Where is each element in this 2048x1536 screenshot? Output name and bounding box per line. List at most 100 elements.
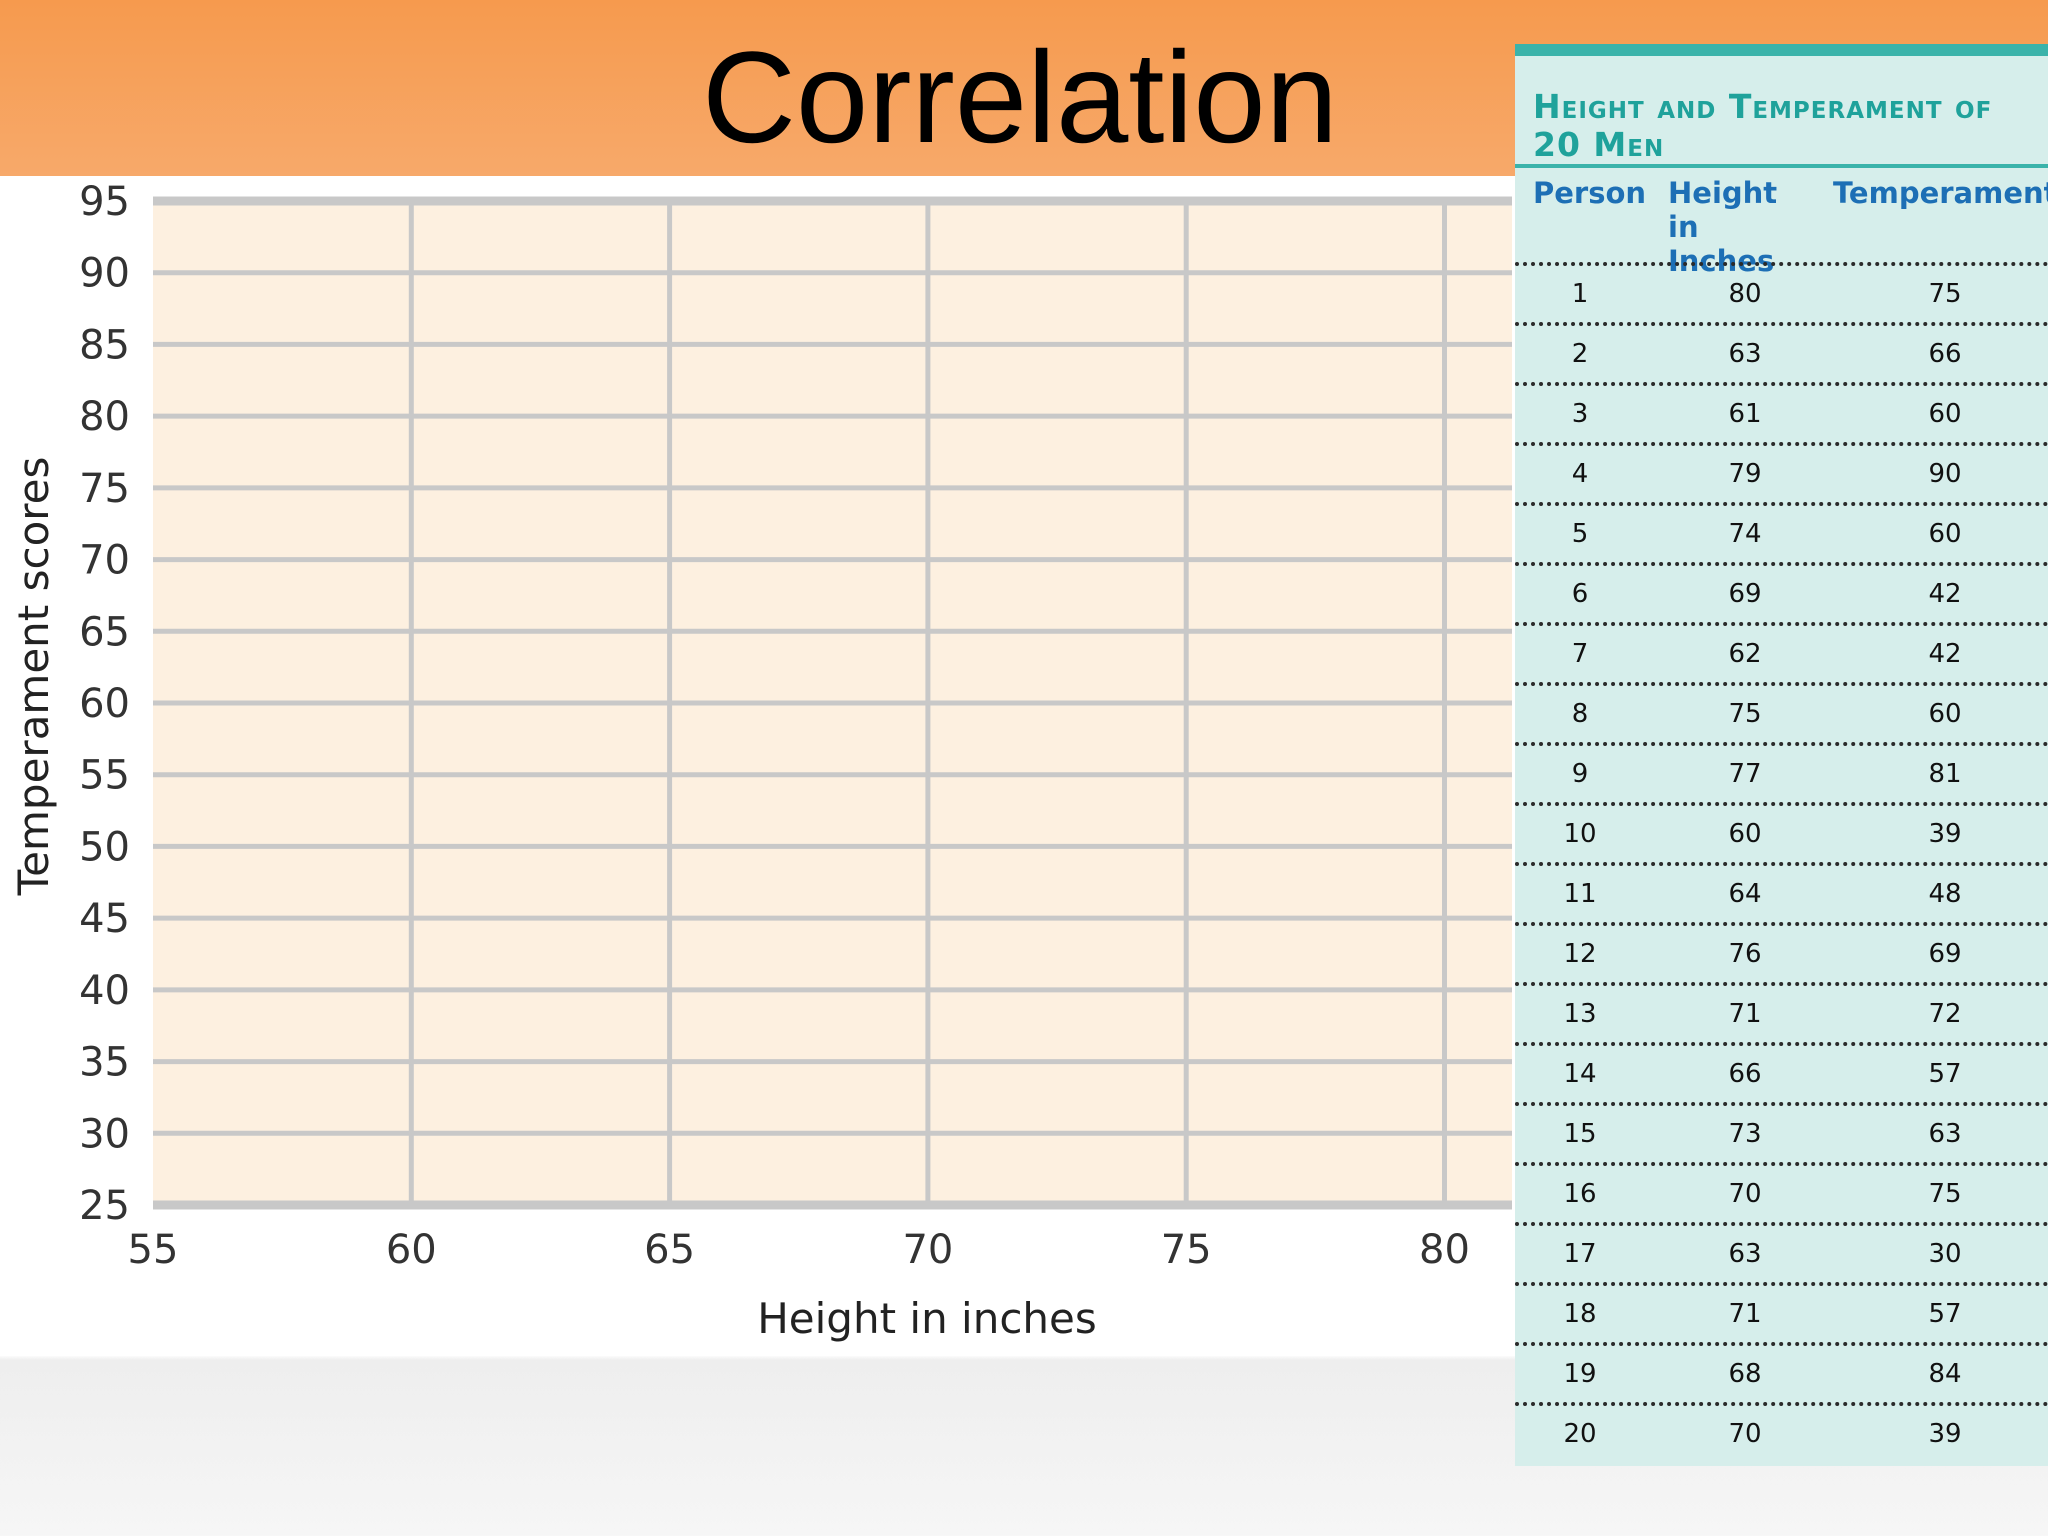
table-row: 6 69 42 — [1515, 562, 2048, 622]
cell-person: 19 — [1563, 1359, 1597, 1389]
table-row: 4 79 90 — [1515, 442, 2048, 502]
y-tick-label: 60 — [79, 681, 130, 727]
cell-person: 17 — [1563, 1239, 1597, 1269]
y-tick-label: 70 — [79, 538, 130, 584]
x-tick-label: 80 — [1419, 1227, 1470, 1273]
cell-height: 73 — [1728, 1119, 1762, 1149]
y-tick-label: 45 — [79, 896, 130, 942]
cell-height: 74 — [1728, 519, 1762, 549]
cell-person: 7 — [1571, 639, 1589, 669]
cell-person: 20 — [1563, 1419, 1597, 1449]
cell-temperament: 75 — [1928, 279, 1962, 309]
cell-person: 4 — [1571, 459, 1589, 489]
cell-height: 60 — [1728, 819, 1762, 849]
cell-temperament: 90 — [1928, 459, 1962, 489]
y-tick-label: 30 — [79, 1111, 130, 1157]
cell-temperament: 57 — [1928, 1299, 1962, 1329]
table-body: 1 80 75 2 63 66 3 61 60 4 79 90 5 74 60 6 69 42 7 62 42 8 75 60… — [1515, 262, 2048, 1462]
table-row: 7 62 42 — [1515, 622, 2048, 682]
cell-height: 69 — [1728, 579, 1762, 609]
table-row: 1 80 75 — [1515, 262, 2048, 322]
cell-person: 3 — [1571, 399, 1589, 429]
cell-temperament: 42 — [1928, 639, 1962, 669]
table-title: Height and Temperament of 20 Men — [1533, 87, 1993, 164]
cell-person: 10 — [1563, 819, 1597, 849]
y-tick-label: 80 — [79, 394, 130, 440]
cell-person: 13 — [1563, 999, 1597, 1029]
cell-temperament: 42 — [1928, 579, 1962, 609]
cell-height: 79 — [1728, 459, 1762, 489]
cell-height: 61 — [1728, 399, 1762, 429]
cell-height: 68 — [1728, 1359, 1762, 1389]
cell-temperament: 30 — [1928, 1239, 1962, 1269]
cell-height: 77 — [1728, 759, 1762, 789]
x-tick-label: 65 — [644, 1227, 695, 1273]
cell-height: 66 — [1728, 1059, 1762, 1089]
y-tick-label: 85 — [79, 322, 130, 368]
table-row: 3 61 60 — [1515, 382, 2048, 442]
table-row: 10 60 39 — [1515, 802, 2048, 862]
y-tick-label: 50 — [79, 824, 130, 870]
cell-height: 76 — [1728, 939, 1762, 969]
cell-temperament: 57 — [1928, 1059, 1962, 1089]
cell-person: 8 — [1571, 699, 1589, 729]
cell-temperament: 39 — [1928, 819, 1962, 849]
y-tick-label: 65 — [79, 609, 130, 655]
table-row: 5 74 60 — [1515, 502, 2048, 562]
cell-height: 64 — [1728, 879, 1762, 909]
cell-person: 18 — [1563, 1299, 1597, 1329]
table-row: 13 71 72 — [1515, 982, 2048, 1042]
table-row: 16 70 75 — [1515, 1162, 2048, 1222]
table-row: 8 75 60 — [1515, 682, 2048, 742]
cell-temperament: 84 — [1928, 1359, 1962, 1389]
cell-height: 80 — [1728, 279, 1762, 309]
x-tick-label: 60 — [386, 1227, 437, 1273]
cell-temperament: 60 — [1928, 399, 1962, 429]
y-tick-label: 90 — [79, 251, 130, 297]
table-row: 17 63 30 — [1515, 1222, 2048, 1282]
cell-person: 12 — [1563, 939, 1597, 969]
y-tick-label: 40 — [79, 968, 130, 1014]
cell-person: 9 — [1571, 759, 1589, 789]
y-tick-label: 55 — [79, 753, 130, 799]
table-row: 19 68 84 — [1515, 1342, 2048, 1402]
table-row: 12 76 69 — [1515, 922, 2048, 982]
table-row: 15 73 63 — [1515, 1102, 2048, 1162]
table-row: 2 63 66 — [1515, 322, 2048, 382]
cell-person: 1 — [1571, 279, 1589, 309]
cell-height: 70 — [1728, 1179, 1762, 1209]
cell-temperament: 63 — [1928, 1119, 1962, 1149]
cell-temperament: 60 — [1928, 699, 1962, 729]
table-row: 14 66 57 — [1515, 1042, 2048, 1102]
cell-temperament: 39 — [1928, 1419, 1962, 1449]
cell-height: 71 — [1728, 1299, 1762, 1329]
data-table: Height and Temperament of 20 Men Person … — [1515, 44, 2048, 1466]
y-tick-label: 75 — [79, 466, 130, 512]
y-tick-label: 25 — [79, 1183, 130, 1229]
cell-temperament: 66 — [1928, 339, 1962, 369]
x-axis-label: Height in inches — [757, 1294, 1097, 1343]
cell-temperament: 60 — [1928, 519, 1962, 549]
cell-height: 63 — [1728, 1239, 1762, 1269]
cell-person: 16 — [1563, 1179, 1597, 1209]
cell-temperament: 75 — [1928, 1179, 1962, 1209]
cell-height: 70 — [1728, 1419, 1762, 1449]
cell-person: 15 — [1563, 1119, 1597, 1149]
cell-height: 75 — [1728, 699, 1762, 729]
cell-height: 62 — [1728, 639, 1762, 669]
table-row: 11 64 48 — [1515, 862, 2048, 922]
table-row: 18 71 57 — [1515, 1282, 2048, 1342]
cell-person: 6 — [1571, 579, 1589, 609]
cell-temperament: 81 — [1928, 759, 1962, 789]
cell-person: 5 — [1571, 519, 1589, 549]
cell-height: 63 — [1728, 339, 1762, 369]
table-row: 20 70 39 — [1515, 1402, 2048, 1462]
x-tick-label: 55 — [128, 1227, 179, 1273]
column-header-temperament: Temperament — [1833, 176, 2048, 210]
y-axis-label: Temperament scores — [9, 457, 58, 897]
column-header-height: Height in Inches — [1668, 176, 1778, 278]
slide-title: Correlation — [702, 24, 1338, 170]
cell-temperament: 69 — [1928, 939, 1962, 969]
cell-temperament: 48 — [1928, 879, 1962, 909]
